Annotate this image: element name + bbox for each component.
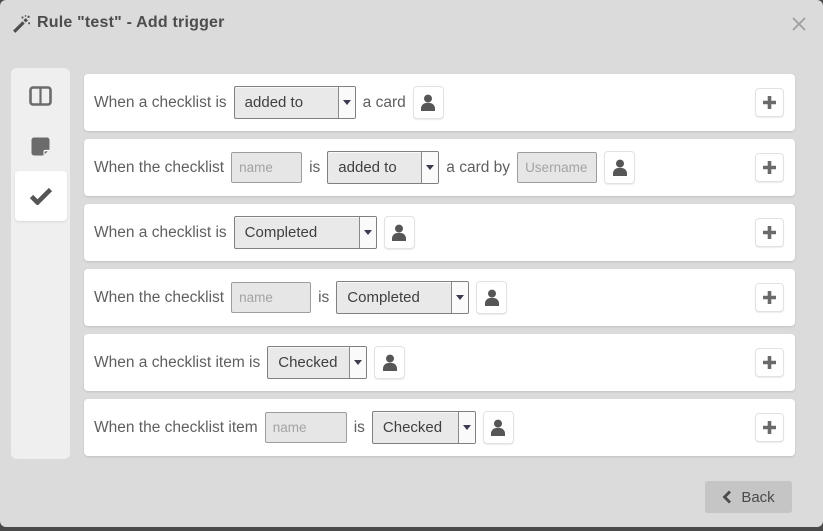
item-state-select[interactable]: Checked xyxy=(371,411,476,444)
add-trigger-button[interactable] xyxy=(755,218,784,247)
chevron-down-icon xyxy=(349,347,367,378)
person-icon xyxy=(484,289,499,306)
board-columns-icon xyxy=(29,86,52,106)
dialog-content: When a checklist is added to a card xyxy=(0,68,823,459)
checklist-action-select[interactable]: added to xyxy=(327,151,440,184)
item-state-select[interactable]: Checked xyxy=(267,346,368,379)
trigger-text: When a checklist item is xyxy=(94,353,261,371)
trigger-text: a card by xyxy=(446,158,511,176)
plus-icon xyxy=(763,161,776,174)
checklist-state-select[interactable]: Completed xyxy=(233,216,377,249)
add-trigger-button[interactable] xyxy=(755,88,784,117)
add-trigger-button[interactable] xyxy=(755,413,784,442)
close-icon[interactable] xyxy=(789,14,809,34)
member-button[interactable] xyxy=(412,86,444,119)
trigger-text: When a checklist is xyxy=(94,223,227,241)
person-icon xyxy=(392,224,407,241)
checklist-action-select[interactable]: added to xyxy=(233,86,356,119)
trigger-text: is xyxy=(353,418,365,436)
checkmark-icon xyxy=(29,187,52,205)
sidebar-tab-card[interactable] xyxy=(15,121,67,171)
sidebar-tab-checklist[interactable] xyxy=(14,171,67,221)
username-input[interactable] xyxy=(517,152,598,183)
member-button[interactable] xyxy=(476,281,508,314)
person-icon xyxy=(491,419,506,436)
trigger-row-named-item-checked: When the checklist item is Checked xyxy=(84,399,795,456)
trigger-text: a card xyxy=(362,93,406,111)
checklist-name-input[interactable] xyxy=(231,282,312,313)
plus-icon xyxy=(763,96,776,109)
trigger-row-named-checklist-completed: When the checklist is Completed xyxy=(84,269,795,326)
dialog-title: Rule "test" - Add trigger xyxy=(37,14,225,31)
add-trigger-button[interactable] xyxy=(755,283,784,312)
plus-icon xyxy=(763,291,776,304)
card-icon xyxy=(31,137,50,156)
chevron-down-icon xyxy=(337,87,355,118)
plus-icon xyxy=(763,226,776,239)
chevron-down-icon xyxy=(451,282,469,313)
member-button[interactable] xyxy=(482,411,514,444)
dialog-titlebar: Rule "test" - Add trigger xyxy=(0,0,823,68)
magic-wand-icon xyxy=(13,15,30,33)
checklist-name-input[interactable] xyxy=(231,152,303,183)
trigger-row-checklist-completed: When a checklist is Completed xyxy=(84,204,795,261)
trigger-text: When the checklist xyxy=(94,288,225,306)
add-trigger-button[interactable] xyxy=(755,153,784,182)
chevron-down-icon xyxy=(457,412,475,443)
person-icon xyxy=(382,354,397,371)
member-button[interactable] xyxy=(374,346,406,379)
add-trigger-button[interactable] xyxy=(755,348,784,377)
trigger-row-named-checklist-added: When the checklist is added to a card by xyxy=(84,139,795,196)
trigger-row-checklist-added: When a checklist is added to a card xyxy=(84,74,795,131)
checklist-state-select[interactable]: Completed xyxy=(336,281,470,314)
chevron-down-icon xyxy=(358,217,376,248)
person-icon xyxy=(421,94,436,111)
back-button[interactable]: Back xyxy=(705,481,792,513)
trigger-text: When the checklist xyxy=(94,158,225,176)
plus-icon xyxy=(763,421,776,434)
trigger-category-sidebar xyxy=(11,68,70,459)
plus-icon xyxy=(763,356,776,369)
chevron-down-icon xyxy=(421,152,439,183)
chevron-left-icon xyxy=(722,490,732,504)
member-button[interactable] xyxy=(383,216,415,249)
trigger-text: is xyxy=(318,288,330,306)
back-button-label: Back xyxy=(741,488,775,506)
trigger-row-list: When a checklist is added to a card xyxy=(84,74,795,456)
trigger-row-item-checked: When a checklist item is Checked xyxy=(84,334,795,391)
trigger-text: When a checklist is xyxy=(94,93,227,111)
trigger-text: is xyxy=(309,158,321,176)
sidebar-tab-board[interactable] xyxy=(15,71,67,121)
trigger-text: When the checklist item xyxy=(94,418,258,436)
item-name-input[interactable] xyxy=(264,412,347,443)
person-icon xyxy=(612,159,627,176)
member-button[interactable] xyxy=(604,151,636,184)
